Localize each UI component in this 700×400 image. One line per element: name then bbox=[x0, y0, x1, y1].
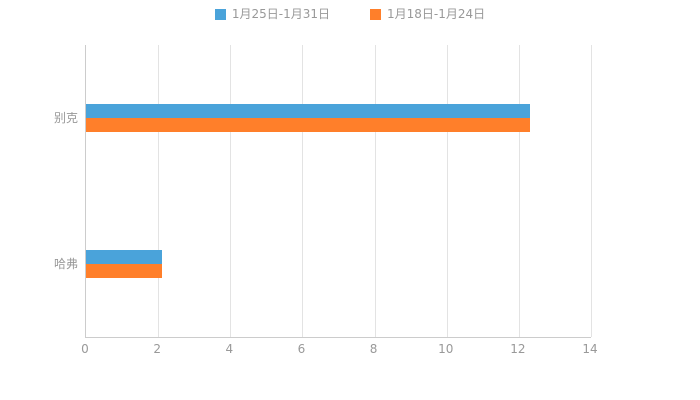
x-axis-tick-label: 8 bbox=[369, 342, 378, 356]
x-axis-tick-label: 2 bbox=[153, 342, 161, 356]
legend-swatch-icon bbox=[214, 8, 226, 20]
x-axis-tick-label: 4 bbox=[225, 342, 234, 356]
bar-0-series-1 bbox=[86, 118, 530, 132]
chart-legend: 1月25日-1月31日 1月18日-1月24日 bbox=[0, 8, 700, 20]
gridline bbox=[446, 45, 448, 337]
gridline bbox=[591, 45, 592, 337]
legend-swatch-icon bbox=[370, 8, 381, 20]
y-axis-category-label: 哈弗 bbox=[53, 257, 78, 271]
legend-label: 1月25日-1月31日 bbox=[231, 7, 330, 21]
gridline bbox=[374, 45, 376, 337]
bar-1-series-0 bbox=[86, 250, 162, 264]
x-axis-tick-label: 14 bbox=[582, 342, 598, 356]
x-axis-tick-label: 12 bbox=[510, 342, 526, 356]
x-axis-tick-label: 6 bbox=[297, 342, 306, 356]
gridline bbox=[518, 45, 520, 337]
gridline bbox=[158, 45, 160, 337]
bar-1-series-1 bbox=[86, 264, 162, 278]
bar-0-series-0 bbox=[86, 104, 530, 118]
x-axis-tick-label: 10 bbox=[438, 342, 454, 356]
legend-item-series-0[interactable]: 1月25日-1月31日 bbox=[214, 7, 330, 21]
plot-area bbox=[85, 45, 592, 338]
gridline bbox=[230, 45, 232, 337]
legend-label: 1月18日-1月24日 bbox=[387, 7, 486, 21]
x-axis-tick-label: 0 bbox=[81, 342, 89, 356]
gridline bbox=[302, 45, 304, 337]
legend-item-series-1[interactable]: 1月18日-1月24日 bbox=[370, 8, 485, 20]
y-axis-category-label: 别克 bbox=[53, 111, 78, 125]
